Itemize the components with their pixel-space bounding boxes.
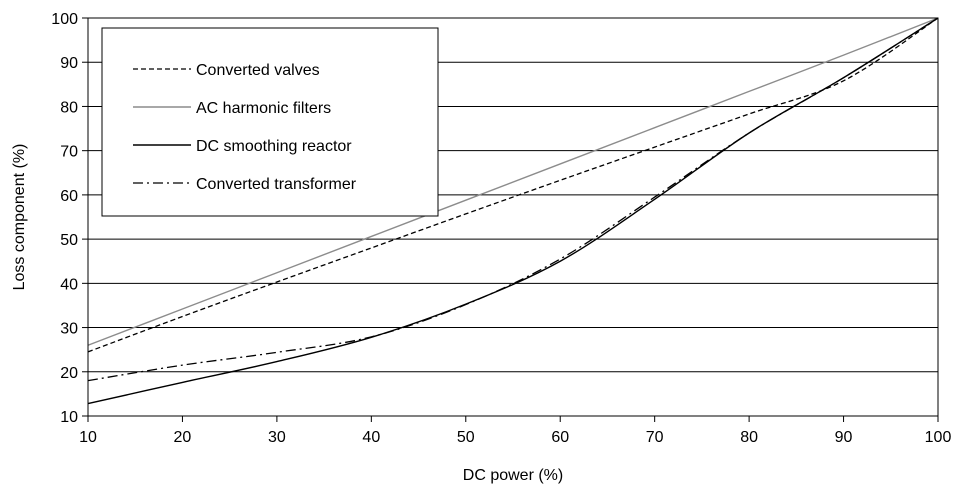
legend-label: AC harmonic filters xyxy=(196,100,331,117)
x-tick-label: 50 xyxy=(457,429,475,446)
x-tick-label: 30 xyxy=(268,429,286,446)
x-tick-label: 100 xyxy=(925,429,952,446)
y-tick-label: 90 xyxy=(60,55,78,72)
x-tick-label: 10 xyxy=(79,429,97,446)
y-tick-label: 80 xyxy=(60,99,78,116)
x-tick-label: 90 xyxy=(835,429,853,446)
series-line-1 xyxy=(87,17,939,346)
x-axis-title: DC power (%) xyxy=(463,467,563,484)
legend-label: Converted valves xyxy=(196,62,320,79)
y-axis-ticks: 10 20 30 40 50 60 70 80 90 100 xyxy=(51,11,88,426)
x-axis-ticks: 10 20 30 40 50 60 70 80 90 100 xyxy=(79,416,951,446)
x-tick-label: 60 xyxy=(551,429,569,446)
y-axis-title: Loss component (%) xyxy=(11,144,28,291)
y-tick-label: 100 xyxy=(51,11,78,28)
y-tick-label: 60 xyxy=(60,188,78,205)
y-tick-label: 70 xyxy=(60,144,78,161)
y-tick-label: 40 xyxy=(60,276,78,293)
series-line-3 xyxy=(87,17,939,382)
plot-area-frame xyxy=(87,17,939,417)
x-tick-label: 20 xyxy=(174,429,192,446)
legend: Converted valves AC harmonic filters DC sm… xyxy=(101,27,439,217)
y-tick-label: 50 xyxy=(60,232,78,249)
x-tick-label: 80 xyxy=(740,429,758,446)
series-line-2 xyxy=(87,17,939,405)
y-tick-label: 10 xyxy=(60,409,78,426)
series-lines xyxy=(87,17,939,405)
x-tick-label: 40 xyxy=(362,429,380,446)
y-tick-label: 20 xyxy=(60,365,78,382)
legend-label: Converted transformer xyxy=(196,176,357,193)
legend-box xyxy=(101,27,439,217)
series-line-0 xyxy=(87,17,939,353)
x-tick-label: 70 xyxy=(646,429,664,446)
legend-label: DC smoothing reactor xyxy=(196,138,352,155)
y-tick-label: 30 xyxy=(60,321,78,338)
